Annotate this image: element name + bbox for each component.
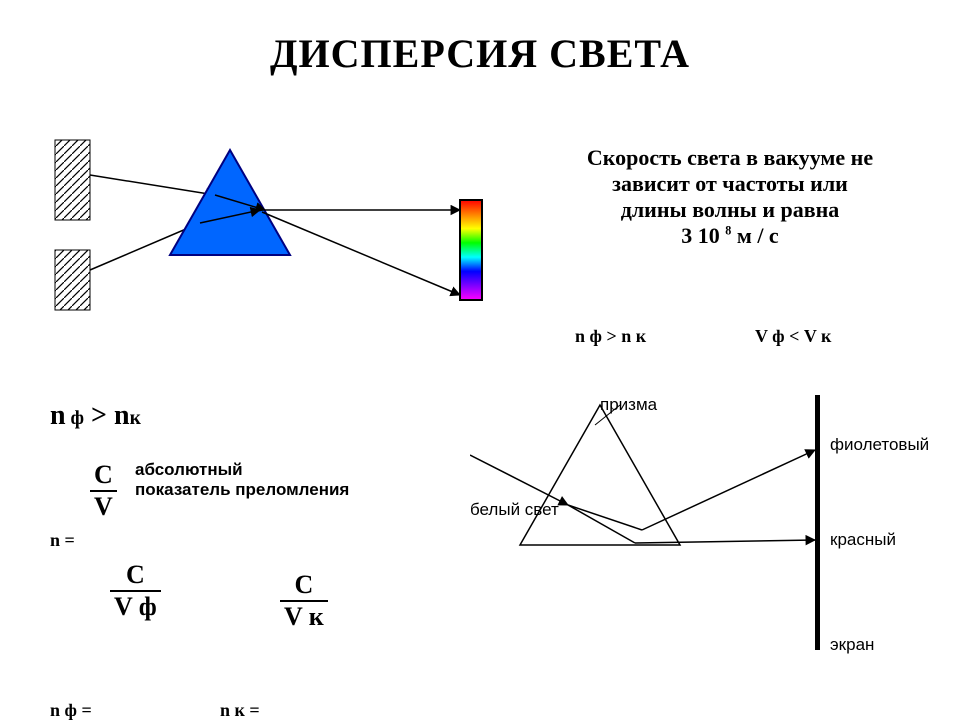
ineq-big-n: n xyxy=(50,400,66,431)
eq-phi-label: n ф = xyxy=(50,700,92,721)
label-screen: экран xyxy=(830,635,874,655)
label-violet: фиолетовый xyxy=(830,435,929,455)
eq-phi-frac: C V ф xyxy=(110,560,161,622)
para-line2: зависит от частоты или xyxy=(612,171,848,196)
def-num: C xyxy=(90,460,117,492)
ineq-big-phi: ф xyxy=(66,408,84,429)
ineq-big-gt: > n xyxy=(84,400,130,431)
refraction-index-note: абсолютныйпоказатель преломления xyxy=(135,460,349,500)
inequality-n-big: n ф > nк xyxy=(50,400,141,432)
eq-k-label: n к = xyxy=(220,700,260,721)
para-line4-suffix: м / с xyxy=(731,223,778,248)
vacuum-speed-paragraph: Скорость света в вакууме не зависит от ч… xyxy=(530,145,930,249)
prism-spectrum-diagram xyxy=(40,130,510,360)
label-prism: призма xyxy=(600,395,657,415)
def-label: n = xyxy=(50,530,75,551)
eq-phi-lhs: n ф = xyxy=(50,700,98,721)
def-den: V xyxy=(90,492,117,522)
para-line4-prefix: 3 10 xyxy=(681,223,725,248)
label-white-light: белый свет xyxy=(470,500,559,520)
eq-phi-num: C xyxy=(110,560,161,592)
ineq-big-k: к xyxy=(130,408,141,429)
para-line1: Скорость света в вакууме не xyxy=(587,145,873,170)
page-title: ДИСПЕРСИЯ СВЕТА xyxy=(0,0,960,77)
eq-k-num: C xyxy=(280,570,328,602)
refraction-index-eq-lhs: n = xyxy=(50,530,81,551)
inequality-n-small: n ф > n к xyxy=(575,326,646,347)
label-red: красный xyxy=(830,530,896,550)
para-line3: длины волны и равна xyxy=(621,197,840,222)
refraction-index-eq-frac: C V xyxy=(90,460,117,522)
eq-k-lhs: n к = xyxy=(220,700,266,721)
eq-k-frac: C V к xyxy=(280,570,328,632)
inequality-v-small: V ф < V к xyxy=(755,326,831,347)
eq-phi-den: V ф xyxy=(110,592,161,622)
eq-k-den: V к xyxy=(280,602,328,632)
